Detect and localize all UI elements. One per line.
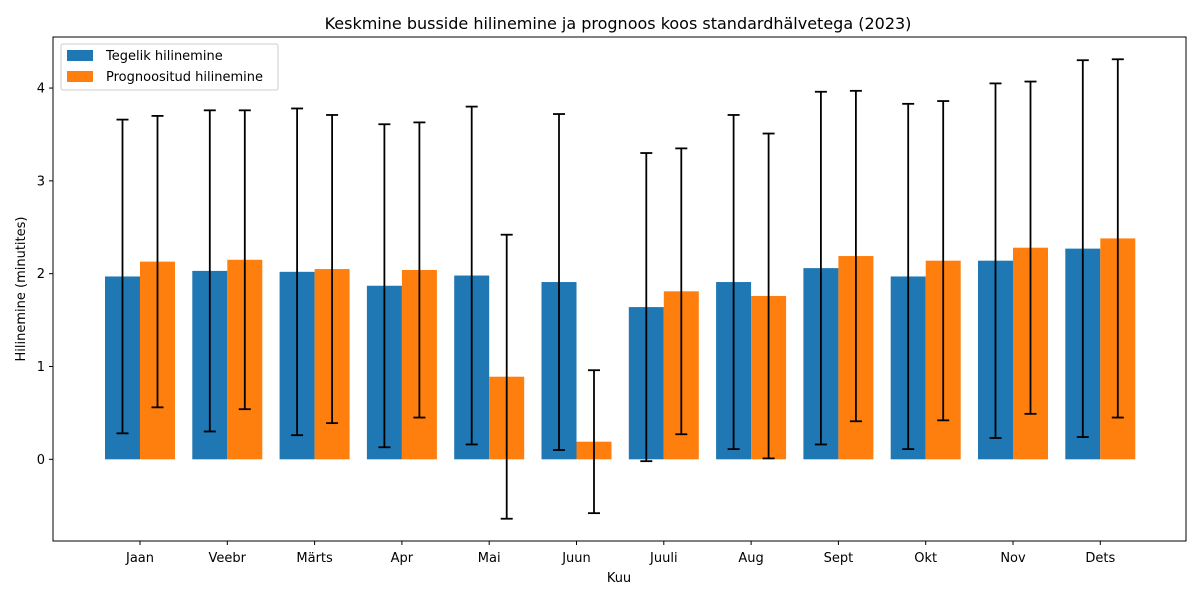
errorbar-forecast-10	[1024, 80, 1037, 415]
errorbar-forecast-3	[413, 121, 426, 419]
x-tick-label-5: Juun	[561, 551, 591, 566]
errorbar-actual-6	[640, 152, 653, 463]
x-tick-label-8: Sept	[824, 551, 854, 566]
errorbar-actual-9	[902, 102, 915, 451]
legend-label-actual: Tegelik hilinemine	[105, 49, 223, 64]
errorbar-actual-4	[465, 105, 478, 446]
y-axis-label: Hilinemine (minutites)	[14, 217, 29, 362]
errorbar-forecast-2	[326, 114, 339, 425]
legend-label-forecast: Prognoositud hilinemine	[106, 70, 263, 85]
x-axis-ticks: Jaan Veebr Märts Apr Mai Juun Juuli Aug Sept Okt N…	[125, 541, 1115, 566]
errorbar-actual-11	[1076, 59, 1089, 438]
errorbar-actual-3	[378, 123, 391, 449]
errorbar-actual-8	[814, 90, 827, 446]
x-tick-label-6: Juuli	[649, 551, 678, 566]
y-tick-label-2: 2	[37, 267, 45, 282]
legend-swatch-forecast	[67, 71, 93, 82]
y-tick-label-3: 3	[37, 174, 45, 189]
x-tick-label-0: Jaan	[125, 551, 154, 566]
x-tick-label-7: Aug	[738, 551, 763, 566]
y-tick-label-4: 4	[37, 82, 45, 97]
errorbar-actual-0	[116, 118, 129, 435]
x-axis-label: Kuu	[607, 571, 631, 586]
chart-title: Keskmine busside hilinemine ja prognoos …	[325, 14, 912, 33]
errorbar-forecast-4	[500, 233, 513, 520]
x-tick-label-2: Märts	[296, 551, 333, 566]
plot-frame	[52, 36, 1187, 542]
x-tick-label-4: Mai	[478, 551, 501, 566]
x-tick-label-9: Okt	[914, 551, 937, 566]
errorbar-actual-5	[553, 113, 565, 451]
x-tick-label-1: Veebr	[209, 551, 247, 566]
x-tick-label-10: Nov	[1000, 551, 1026, 566]
y-tick-label-1: 1	[37, 360, 45, 375]
errorbar-actual-2	[291, 107, 304, 437]
x-tick-label-11: Dets	[1085, 551, 1115, 566]
errorbar-forecast-11	[1111, 58, 1124, 419]
plot-area	[105, 58, 1136, 520]
errorbar-forecast-1	[238, 109, 251, 411]
errorbar-forecast-0	[151, 114, 164, 409]
y-axis-ticks: 0 1 2 3 4	[37, 82, 53, 468]
legend-swatch-actual	[67, 50, 93, 61]
errorbar-forecast-6	[675, 147, 688, 436]
errorbar-forecast-8	[849, 89, 862, 423]
errorbar-actual-7	[727, 114, 740, 451]
legend-box	[60, 43, 279, 91]
errorbar-actual-10	[989, 82, 1002, 439]
x-tick-label-3: Apr	[391, 551, 414, 566]
errorbar-forecast-9	[937, 100, 950, 422]
legend: Tegelik hilinemine Prognoositud hilinemi…	[60, 43, 279, 91]
errorbar-forecast-5	[588, 369, 600, 515]
errorbar-forecast-7	[762, 132, 775, 460]
errorbar-actual-1	[203, 109, 216, 433]
y-tick-label-0: 0	[37, 453, 45, 468]
